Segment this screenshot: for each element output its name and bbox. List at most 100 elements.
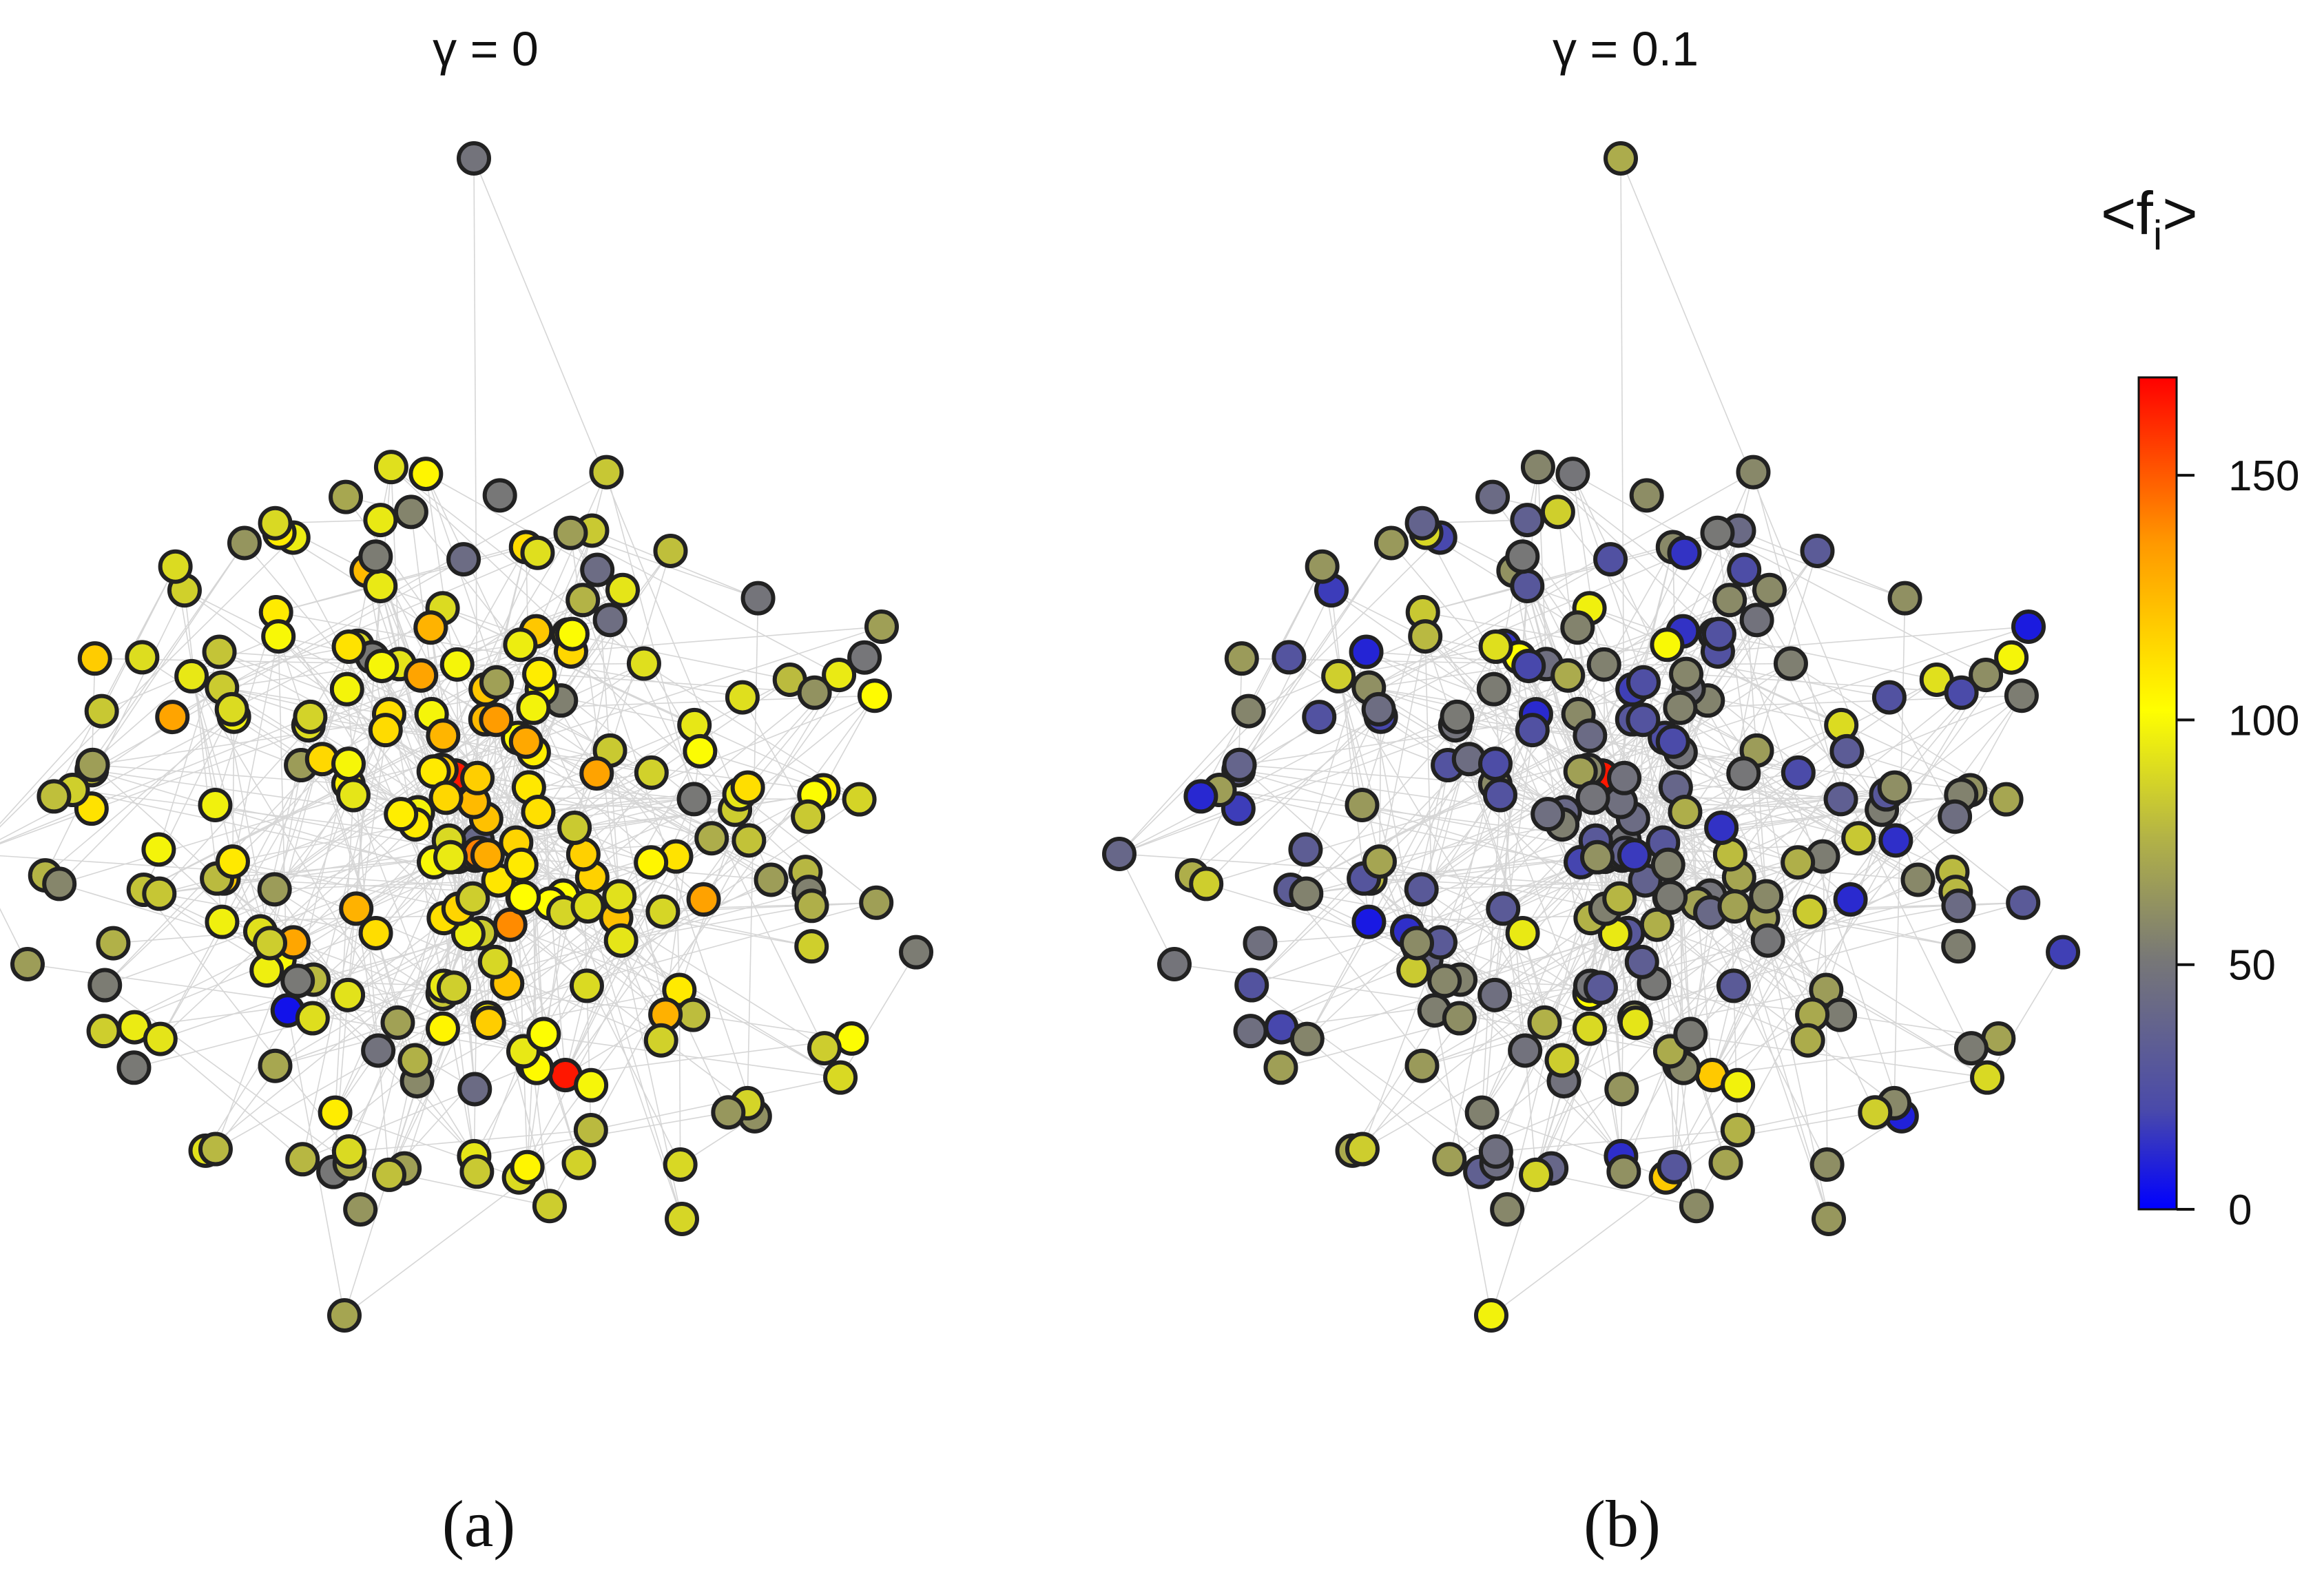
network-b-node xyxy=(1586,647,1621,682)
network-b-edge xyxy=(1238,769,1671,898)
network-b-node xyxy=(1442,1001,1477,1036)
network-b-node xyxy=(1629,478,1664,513)
network-a-node xyxy=(532,1189,567,1224)
network-a-node xyxy=(626,646,661,681)
network-a-node xyxy=(842,782,877,817)
network-b-edge xyxy=(1679,1065,1697,1207)
network-a-node xyxy=(363,569,398,604)
network-b-node xyxy=(1555,457,1590,492)
network-a-node xyxy=(754,862,789,897)
network-b-edge xyxy=(1290,889,1497,1152)
network-a-edge xyxy=(159,893,376,934)
network-b-edge xyxy=(1665,911,1811,1178)
network-a-node xyxy=(663,1147,698,1182)
network-b-edge xyxy=(1537,466,1716,635)
network-b-node xyxy=(1478,629,1513,665)
network-b-node xyxy=(1482,778,1517,813)
network-b-node xyxy=(1721,1067,1756,1103)
network-b-edge xyxy=(1331,590,1579,715)
network-b-node xyxy=(1351,904,1387,939)
network-b-node xyxy=(1823,782,1858,817)
network-b-node xyxy=(1944,675,1979,710)
network-a-node xyxy=(522,656,557,691)
network-b-node xyxy=(1224,641,1259,676)
network-a-node xyxy=(329,671,364,707)
network-a-node xyxy=(574,1067,609,1103)
network-a-edge xyxy=(532,1065,550,1207)
network-b-node xyxy=(1464,1095,1500,1130)
network-b-node xyxy=(1345,1131,1380,1167)
network-a-edge xyxy=(388,688,542,715)
network-b-node xyxy=(1476,671,1511,707)
network-a-edge xyxy=(703,674,840,900)
network-a-edge xyxy=(143,889,350,1152)
network-a-node xyxy=(261,619,296,654)
network-a-edge xyxy=(59,794,354,885)
network-a-node xyxy=(634,845,669,880)
network-a-node xyxy=(471,1005,506,1041)
network-b-node xyxy=(1750,923,1785,958)
network-b-node xyxy=(1624,944,1659,979)
network-b-nodes xyxy=(1102,141,2081,1333)
network-b-edge xyxy=(1849,674,1986,900)
network-b-node xyxy=(1183,779,1218,814)
network-a-node xyxy=(215,844,250,879)
network-a-edge xyxy=(59,883,273,948)
colorbar-ticks: 0 50 100 150 xyxy=(2177,452,2299,1234)
network-a-node xyxy=(433,839,468,875)
network-b-edge xyxy=(1590,918,1622,1157)
network-a-node xyxy=(426,718,461,753)
network-b-node xyxy=(1781,755,1816,790)
network-b-node xyxy=(1941,888,1976,924)
network-b-node xyxy=(1669,656,1704,691)
colorbar-tick-label: 0 xyxy=(2228,1187,2252,1234)
network-b-edge xyxy=(1752,472,1842,800)
network-a-node xyxy=(725,680,760,715)
network-b-edge xyxy=(1379,861,1809,1041)
network-a-edge xyxy=(232,824,416,862)
network-b-edge xyxy=(1379,716,1382,862)
network-a-node xyxy=(459,1154,495,1189)
network-a-node xyxy=(634,755,669,790)
network-a-node xyxy=(807,1031,842,1066)
network-b-node xyxy=(1408,619,1443,654)
network-a-node xyxy=(293,699,328,734)
network-b-node xyxy=(1953,1031,1989,1066)
network-a-node xyxy=(645,894,681,929)
network-b-edge xyxy=(1338,676,1546,1023)
network-b-node xyxy=(1475,479,1511,514)
panel-a-title: γ = 0 xyxy=(433,22,539,76)
network-b-node xyxy=(1478,1134,1513,1169)
network-a-edge xyxy=(113,930,261,944)
network-b-node xyxy=(1790,1023,1825,1058)
network-b-node xyxy=(1736,455,1771,490)
network-b-edge xyxy=(1712,1038,1999,1076)
network-a-node xyxy=(516,690,551,725)
network-a-node xyxy=(605,572,640,607)
network-b-edge xyxy=(1506,547,1674,1210)
network-a-node xyxy=(329,479,364,514)
network-a-edge xyxy=(443,918,475,1157)
network-b-node xyxy=(1404,1048,1440,1083)
network-a-node xyxy=(653,533,688,568)
network-a-edge xyxy=(507,871,806,984)
network-a-edge xyxy=(219,651,390,715)
network-a-node xyxy=(393,494,428,530)
network-a-node xyxy=(86,1014,121,1049)
network-b-node xyxy=(1222,747,1257,782)
network-a-edge xyxy=(160,758,323,1040)
network-a-node xyxy=(331,629,366,665)
network-a-node xyxy=(331,1134,366,1169)
network-a-node xyxy=(506,879,541,915)
network-b-node xyxy=(1486,891,1521,926)
network-b-node xyxy=(1508,1033,1543,1068)
network-a-edge xyxy=(538,786,748,813)
panel-b-title: γ = 0.1 xyxy=(1553,22,1699,76)
panel-a-label: (a) xyxy=(442,1487,516,1561)
network-a-node xyxy=(554,616,590,651)
network-b-node xyxy=(2004,678,2039,713)
network-b-edge xyxy=(1421,888,1495,996)
network-a-edge xyxy=(473,751,701,1157)
network-a-node xyxy=(457,1072,492,1107)
